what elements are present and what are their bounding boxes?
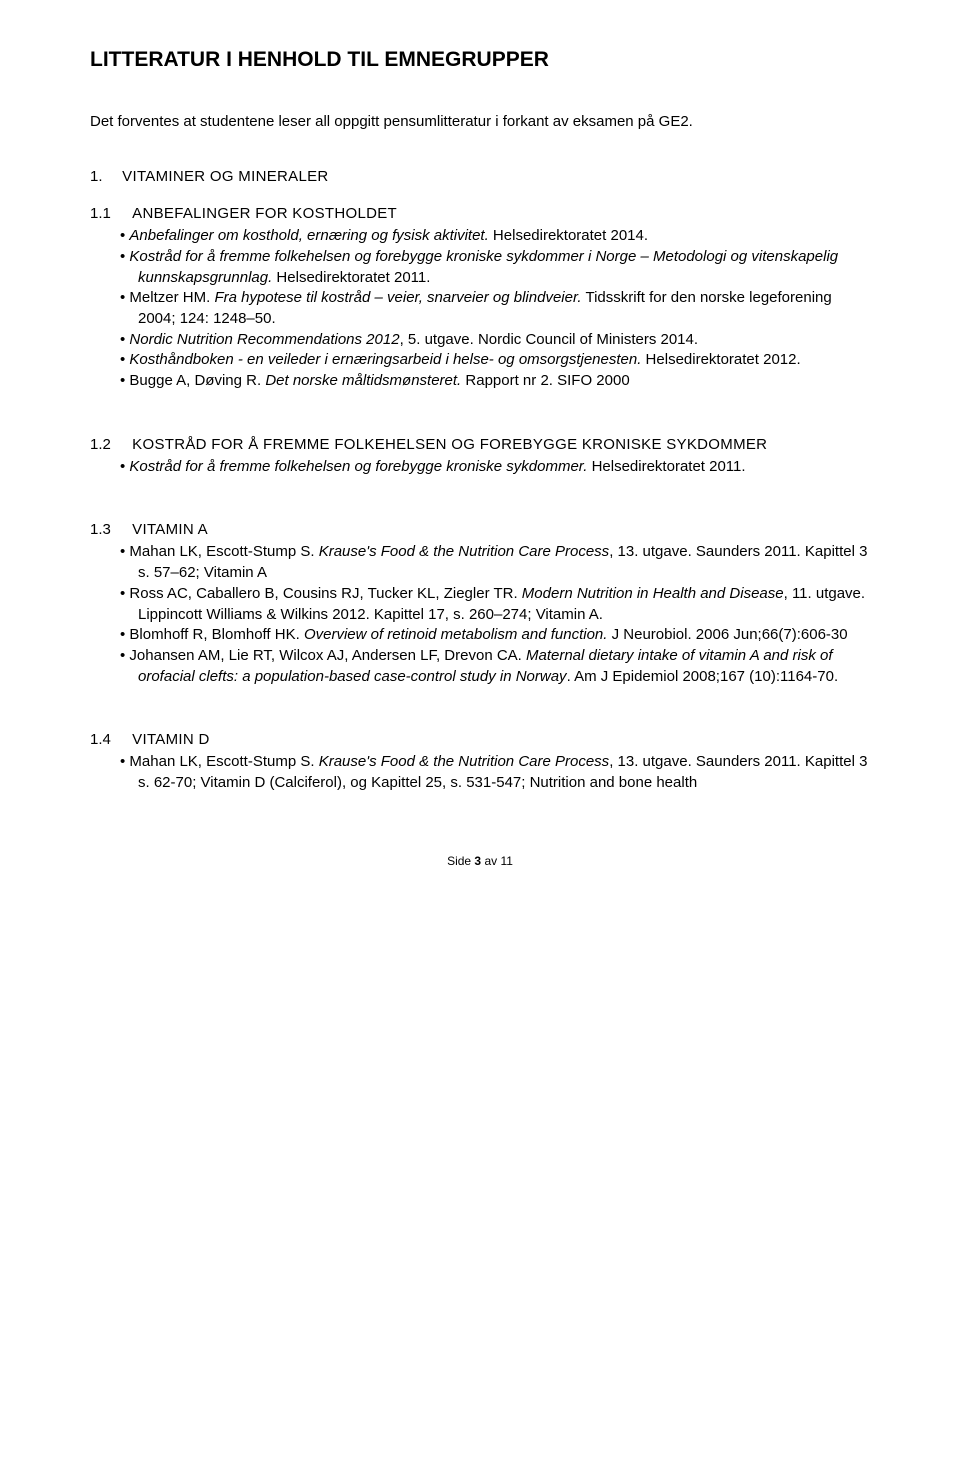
list-item: Kosthåndboken - en veileder i ernæringsa… [90,350,870,371]
bullet-list: Mahan LK, Escott-Stump S. Krause's Food … [90,542,870,687]
subsection-heading: 1.1 ANBEFALINGER FOR KOSTHOLDET [90,205,870,222]
list-item: Anbefalinger om kosthold, ernæring og fy… [90,226,870,247]
list-item: Kostråd for å fremme folkehelsen og fore… [90,247,870,288]
subsection-heading: 1.4 VITAMIN D [90,731,870,748]
document-page: LITTERATUR I HENHOLD TIL EMNEGRUPPER Det… [0,0,960,908]
subsection-number: 1.1 [90,205,128,222]
subsection-block: 1.1 ANBEFALINGER FOR KOSTHOLDET Anbefali… [90,205,870,392]
list-item: Meltzer HM. Fra hypotese til kostråd – v… [90,288,870,329]
list-item: Johansen AM, Lie RT, Wilcox AJ, Andersen… [90,646,870,687]
subsection-heading: 1.2 KOSTRÅD FOR Å FREMME FOLKEHELSEN OG … [90,436,870,453]
list-item: Nordic Nutrition Recommendations 2012, 5… [90,330,870,351]
subsection-number: 1.3 [90,521,128,538]
subsection-heading: 1.3 VITAMIN A [90,521,870,538]
bullet-list: Kostråd for å fremme folkehelsen og fore… [90,457,870,478]
subsection-number: 1.4 [90,731,128,748]
subsection-label: ANBEFALINGER FOR KOSTHOLDET [132,205,397,222]
footer-right: av 11 [481,854,513,868]
list-item: Mahan LK, Escott-Stump S. Krause's Food … [90,542,870,583]
page-footer: Side 3 av 11 [90,854,870,868]
subsection-block: 1.4 VITAMIN D Mahan LK, Escott-Stump S. … [90,731,870,793]
page-title: LITTERATUR I HENHOLD TIL EMNEGRUPPER [90,48,870,72]
section-label: VITAMINER OG MINERALER [122,168,328,185]
subsection-block: 1.2 KOSTRÅD FOR Å FREMME FOLKEHELSEN OG … [90,436,870,478]
subsection-block: 1.3 VITAMIN A Mahan LK, Escott-Stump S. … [90,521,870,687]
bullet-list: Mahan LK, Escott-Stump S. Krause's Food … [90,752,870,793]
section-number: 1. [90,168,118,185]
list-item: Kostråd for å fremme folkehelsen og fore… [90,457,870,478]
list-item: Mahan LK, Escott-Stump S. Krause's Food … [90,752,870,793]
list-item: Blomhoff R, Blomhoff HK. Overview of ret… [90,625,870,646]
intro-paragraph: Det forventes at studentene leser all op… [90,112,870,132]
subsection-label: VITAMIN D [132,731,209,748]
subsection-label: KOSTRÅD FOR Å FREMME FOLKEHELSEN OG FORE… [132,436,767,453]
footer-left: Side [447,854,474,868]
list-item: Ross AC, Caballero B, Cousins RJ, Tucker… [90,584,870,625]
list-item: Bugge A, Døving R. Det norske måltidsmøn… [90,371,870,392]
section-heading: 1. VITAMINER OG MINERALER [90,168,870,185]
subsection-number: 1.2 [90,436,128,453]
subsection-label: VITAMIN A [132,521,208,538]
bullet-list: Anbefalinger om kosthold, ernæring og fy… [90,226,870,392]
